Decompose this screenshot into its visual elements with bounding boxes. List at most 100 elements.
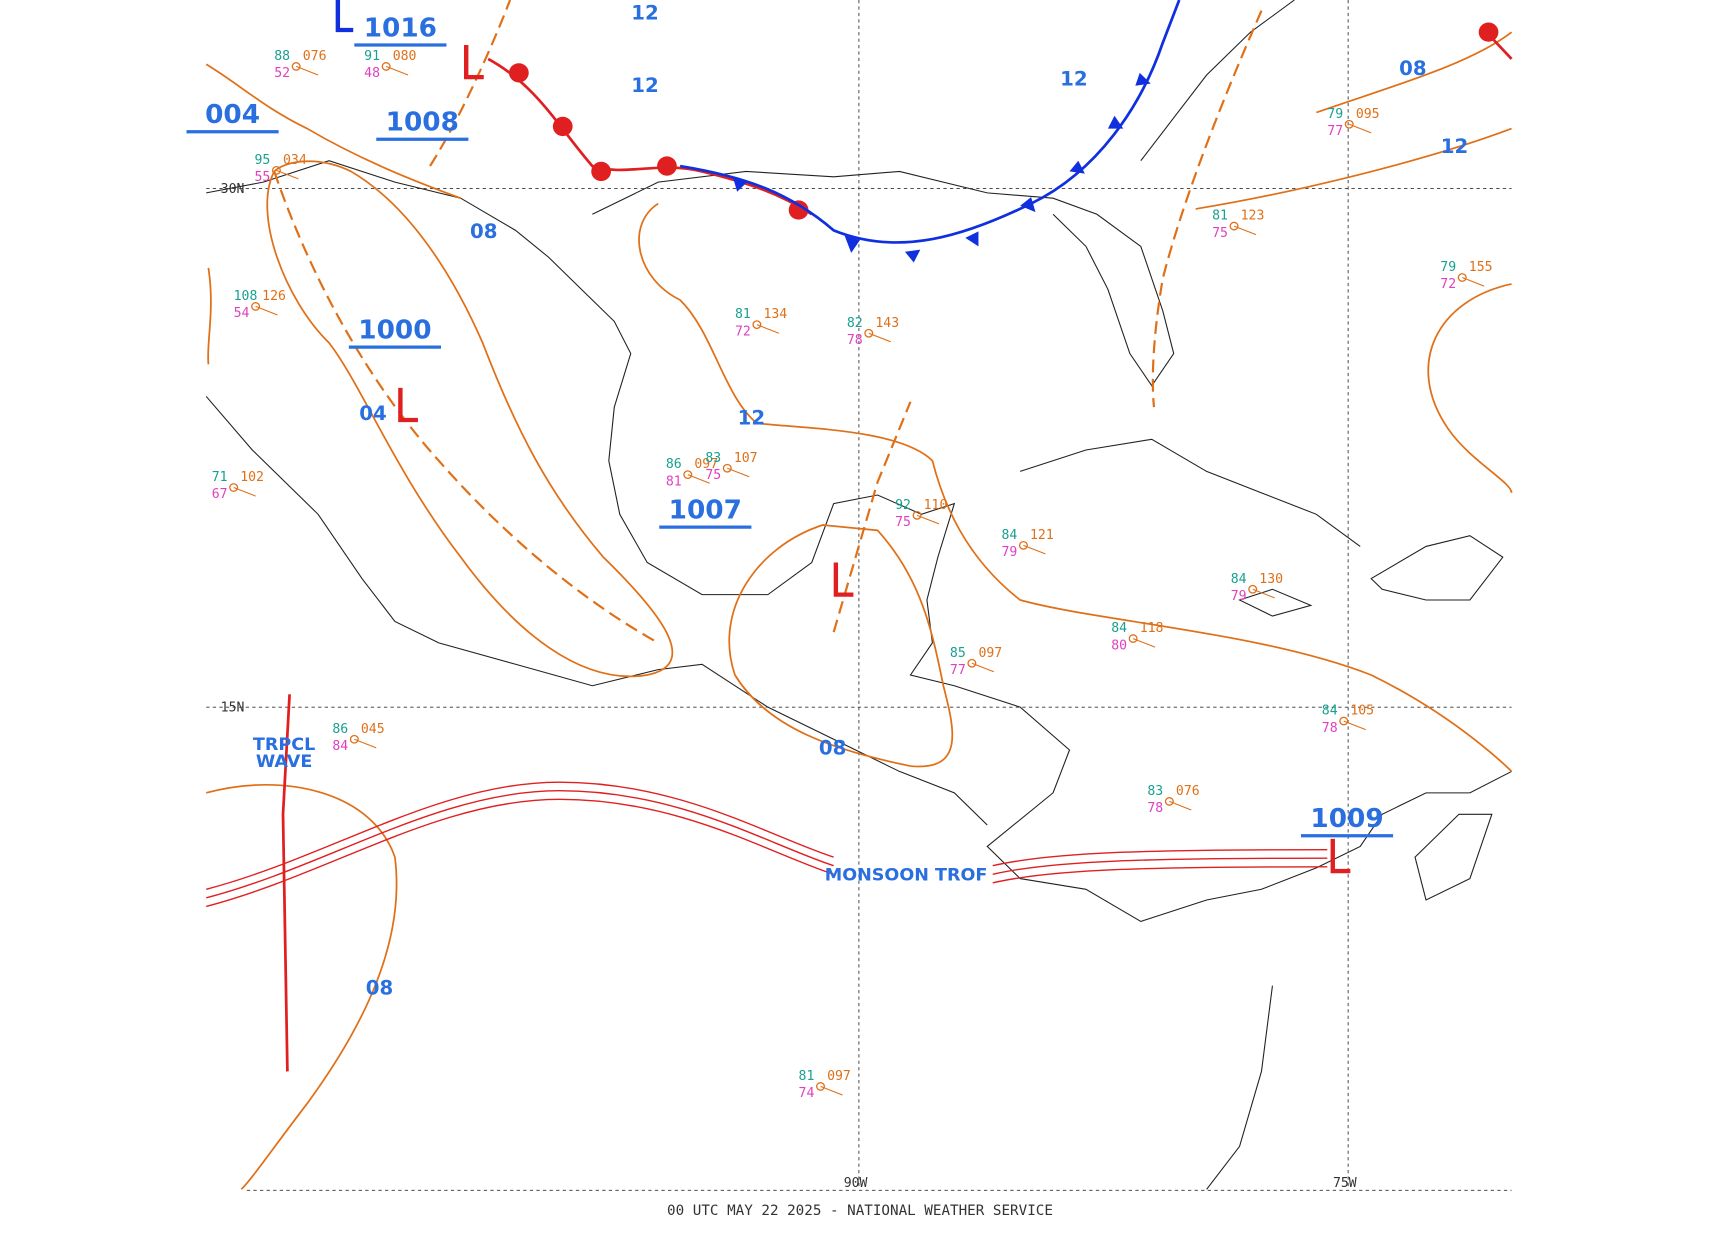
station-wind: [295, 65, 319, 76]
station-temp: 92: [895, 498, 911, 513]
station-marker: [864, 328, 874, 338]
fronts: [206, 0, 1513, 1072]
station-dewpoint: 78: [1147, 801, 1163, 816]
station-marker: [381, 62, 391, 71]
station-pressure: 080: [393, 49, 417, 64]
station-wind: [1023, 544, 1046, 555]
station-wind: [687, 474, 710, 484]
station-temp: 83: [705, 451, 721, 466]
station-temp: 83: [1147, 784, 1163, 799]
station-pressure: 102: [240, 470, 264, 485]
pressure-label: 004: [205, 100, 260, 130]
station-dewpoint: 79: [1231, 589, 1247, 604]
station-pressure: 134: [763, 307, 787, 322]
station-marker: [251, 302, 261, 311]
station-pressure: 034: [283, 153, 307, 168]
station-dewpoint: 48: [364, 66, 380, 81]
pressure-label: 1008: [386, 108, 459, 138]
station-temp: 81: [799, 1069, 815, 1084]
station-wind: [1462, 277, 1485, 287]
station-wind: [1343, 720, 1366, 731]
station-temp: 82: [847, 316, 863, 331]
isobar-label: 12: [1060, 68, 1087, 91]
isobars: [205, 31, 1513, 1190]
station-dewpoint: 78: [1322, 721, 1338, 736]
station-dewpoint: 78: [847, 333, 863, 348]
station-wind: [727, 467, 750, 478]
station-marker: [816, 1082, 826, 1091]
station-pressure: 076: [1176, 784, 1200, 799]
station-temp: 84: [1002, 528, 1018, 543]
footer: 00 UTC MAY 22 2025 - NATIONAL WEATHER SE…: [667, 1203, 1053, 1219]
station-temp: 81: [735, 307, 751, 322]
station-marker: [1018, 540, 1028, 550]
isobar-label: 08: [470, 220, 497, 243]
station-pressure: 097: [694, 457, 718, 472]
station-dewpoint: 54: [234, 306, 250, 321]
pressure-label: 1007: [669, 496, 742, 526]
station-wind: [820, 1085, 843, 1096]
station-temp: 81: [1212, 209, 1228, 224]
lat-label: 15N: [221, 701, 245, 716]
station-wind: [1169, 800, 1192, 811]
pressure-label: 1009: [1310, 804, 1383, 834]
station-dewpoint: 84: [332, 739, 348, 754]
station-pressure: 110: [924, 498, 948, 513]
station-dewpoint: 67: [212, 487, 228, 502]
station-temp: 79: [1327, 107, 1343, 122]
station-marker: [229, 483, 239, 492]
isobar-label: 08: [819, 736, 846, 759]
lon-label: 90W: [844, 1176, 868, 1191]
station-pressure: 121: [1030, 528, 1054, 543]
station-marker: [349, 734, 359, 744]
isobar-label: 04: [359, 402, 386, 425]
station-marker: [752, 320, 762, 330]
station-temp: 85: [950, 646, 966, 661]
station-pressure: 118: [1140, 621, 1164, 636]
station-temp: 108: [234, 289, 258, 304]
isobar-label: 08: [366, 976, 393, 999]
station-marker: [912, 510, 922, 520]
station-wind: [971, 662, 995, 673]
isobar-label: 12: [631, 74, 658, 97]
station-dewpoint: 55: [254, 170, 270, 185]
station-dewpoint: 75: [895, 515, 911, 530]
station-pressure: 097: [827, 1069, 851, 1084]
station-dewpoint: 74: [799, 1086, 815, 1101]
station-dewpoint: 80: [1111, 638, 1127, 653]
station-marker: [1344, 119, 1354, 129]
station-pressure: 126: [262, 289, 286, 304]
pressure-label: 1016: [364, 14, 437, 44]
station-pressure: 130: [1259, 572, 1283, 587]
station-wind: [756, 324, 780, 334]
station-pressure: 123: [1241, 209, 1265, 224]
station-marker: [1457, 273, 1467, 282]
station-pressure: 143: [875, 316, 899, 331]
station-temp: 88: [274, 49, 290, 64]
station-temp: 84: [1231, 572, 1247, 587]
station-wind: [276, 169, 299, 180]
isobar-label: 12: [1441, 135, 1468, 158]
station-marker: [1229, 221, 1239, 231]
isobar-label: 12: [631, 1, 658, 24]
station-pressure: 076: [303, 49, 327, 64]
isobar-label: 12: [738, 406, 765, 429]
coastlines: [205, 0, 1512, 1190]
station-marker: [291, 62, 301, 71]
feature-label: WAVE: [256, 752, 312, 772]
station-wind: [233, 487, 256, 497]
feature-label: TRPCL: [253, 735, 315, 755]
feature-label: MONSOON TROF: [825, 866, 988, 886]
station-marker: [1164, 797, 1174, 806]
station-marker: [683, 470, 693, 480]
station-pressure: 095: [1356, 107, 1380, 122]
station-wind: [354, 738, 377, 749]
station-wind: [1252, 588, 1275, 599]
station-wind: [916, 514, 940, 525]
station-dewpoint: 75: [1212, 226, 1228, 241]
station-wind: [1233, 225, 1257, 236]
station-dewpoint: 72: [735, 324, 751, 339]
station-marker: [271, 165, 281, 175]
